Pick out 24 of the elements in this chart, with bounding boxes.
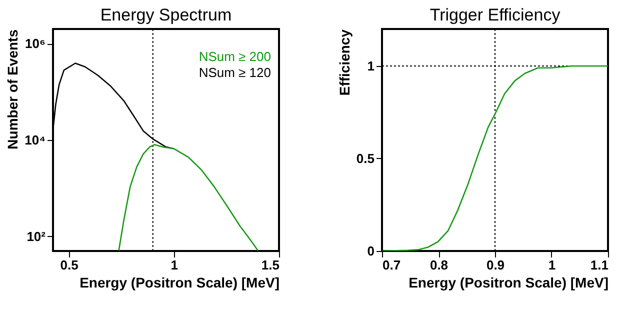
y-tick-label: 0 <box>367 244 374 258</box>
x-axis-title: Energy (Positron Scale) [MeV] <box>80 274 280 290</box>
x-tick-label: 0.8 <box>430 258 448 272</box>
x-tick-label: 1 <box>170 258 178 272</box>
text: NSum ≥ 120 <box>198 65 271 80</box>
y-tick-label: 10² <box>26 228 46 244</box>
y-axis-title: Efficiency <box>336 29 352 96</box>
x-tick-label: 0.9 <box>486 258 505 272</box>
x-tick-label: 1.5 <box>261 258 280 272</box>
chart-title: Energy Spectrum <box>100 6 232 24</box>
y-tick-label: 1 <box>367 58 374 74</box>
y-tick-label: 10⁴ <box>24 132 46 148</box>
x-axis-title: Energy (Positron Scale) [MeV] <box>408 274 608 290</box>
line-series <box>118 144 259 251</box>
text: NSum ≥ 200 <box>198 49 271 64</box>
x-tick-label: 1 <box>548 258 556 272</box>
y-tick-label: 10⁶ <box>25 36 46 52</box>
x-tick-label: 0.5 <box>60 258 78 272</box>
x-tick-label: 0.7 <box>382 258 401 272</box>
y-axis-title: Number of Events <box>4 29 21 150</box>
x-tick-label: 1.1 <box>590 258 608 272</box>
chart-title: Trigger Efficiency <box>430 6 561 24</box>
y-tick-label: 0.5 <box>356 151 374 166</box>
line-series <box>382 65 608 251</box>
